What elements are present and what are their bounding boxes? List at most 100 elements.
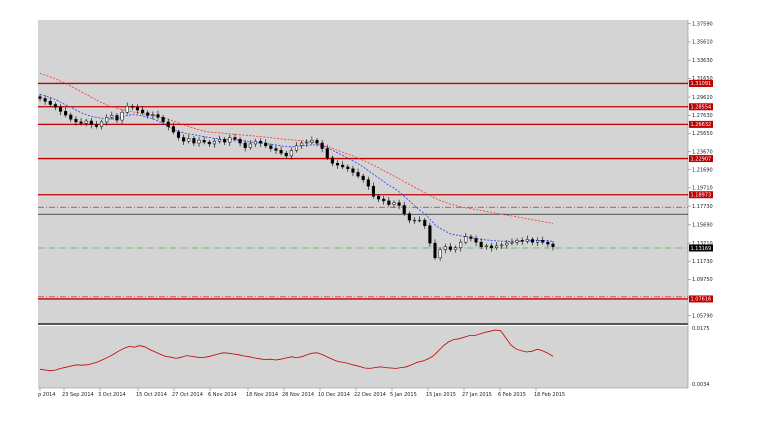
indicator-plot-area (38, 326, 688, 388)
price-tick-label: 1.17730 (692, 204, 713, 210)
level-label-bg (689, 191, 713, 199)
candle-body (238, 139, 242, 144)
candle-body (382, 198, 386, 202)
candle-body (474, 238, 478, 243)
level-label-bg (689, 103, 713, 111)
level-price-labels: 1.31091 1.28554 1.26632 1.22907 1.18973 1.076… (689, 79, 713, 303)
candle-body (351, 168, 355, 173)
candle-body (377, 196, 381, 200)
time-tick-label: 15 Jan 2015 (426, 392, 456, 398)
candle-body (233, 137, 237, 140)
candle-body (536, 240, 540, 243)
time-tick-label: 23 Sep 2014 (62, 392, 94, 398)
horizontal-levels (38, 82, 688, 300)
candle-body (479, 241, 483, 248)
candle-body (53, 104, 57, 108)
slow-moving-average (39, 72, 554, 224)
candle-body (120, 112, 124, 121)
candle-body (264, 142, 268, 147)
candle-body (330, 157, 334, 164)
candle-body (294, 145, 299, 151)
candle-body (89, 120, 93, 125)
level-label-bg (689, 155, 713, 163)
price-tick-label: 1.09750 (692, 277, 713, 283)
candle-body (489, 245, 493, 248)
level-label-bg (689, 120, 713, 128)
time-axis-labels: p 2014 23 Sep 2014 3 Oct 2014 15 Oct 2014 27… (38, 388, 565, 398)
time-tick-label: 27 Jan 2015 (462, 392, 492, 398)
price-tick-label: 1.37590 (692, 22, 713, 28)
candle-body (166, 121, 170, 127)
time-tick-label: 18 Nov 2014 (246, 392, 278, 398)
price-tick-label: 1.19710 (692, 186, 713, 192)
candle-body (58, 106, 63, 112)
candle-body (228, 137, 232, 143)
candle-body (484, 245, 488, 248)
candle-body (64, 111, 68, 116)
candle-body (418, 219, 422, 222)
price-tick-label: 1.21690 (692, 168, 713, 174)
candle-body (84, 120, 88, 124)
candle-body (300, 142, 304, 147)
candle-body (525, 239, 529, 242)
candle-body (402, 205, 406, 214)
candle-body (546, 241, 550, 245)
time-tick-label: 6 Nov 2014 (208, 392, 237, 398)
price-tick-label: 1.27630 (692, 113, 713, 119)
candle-body (325, 148, 329, 158)
candle-body (187, 138, 191, 142)
price-tick-label: 1.15690 (692, 223, 713, 229)
candle-body (443, 246, 447, 250)
time-tick-label: 3 Oct 2014 (98, 392, 126, 398)
candle-body (310, 140, 314, 143)
candle-body (505, 242, 509, 246)
current-price-label-bg (689, 244, 713, 252)
candle-body (269, 145, 273, 149)
candle-body (176, 131, 181, 138)
candle-body (464, 236, 468, 243)
candle-body (182, 137, 186, 142)
candle-body (135, 106, 140, 111)
candle-body (74, 118, 78, 123)
price-plot-area (38, 20, 688, 323)
time-tick-label: 15 Oct 2014 (136, 392, 167, 398)
level-label-bg (689, 79, 713, 87)
level-label: 1.18973 (691, 193, 712, 199)
candle-body (541, 240, 545, 243)
time-tick-label: 6 Feb 2015 (498, 392, 526, 398)
candle-body (156, 114, 160, 118)
time-tick-label: 10 Dec 2014 (318, 392, 350, 398)
price-tick-label: 1.29610 (692, 95, 713, 101)
candle-body (305, 141, 309, 144)
level-label-bg (689, 295, 713, 303)
candle-body (335, 162, 340, 166)
price-tick-label: 1.05790 (692, 314, 713, 320)
indicator-axis-ticks: 0.0175 0.0034 (692, 326, 710, 388)
level-label: 1.07616 (691, 297, 712, 303)
candle-body (438, 249, 442, 259)
candle-body (212, 140, 216, 145)
candle-body (387, 200, 391, 205)
price-tick-label: 1.35610 (692, 40, 713, 46)
current-price-label: 1.13169 (691, 246, 712, 252)
indicator-line (39, 329, 554, 372)
price-tick-label: 1.11730 (692, 259, 713, 265)
candle-body (48, 101, 52, 105)
time-tick-label: 18 Feb 2015 (534, 392, 565, 398)
candle-body (243, 142, 247, 148)
price-tick-label: 1.13710 (692, 241, 713, 247)
candle-body (259, 140, 263, 144)
candle-body (115, 115, 119, 121)
time-tick-label: 28 Nov 2014 (282, 392, 314, 398)
candle-body (248, 143, 252, 148)
candle-body (361, 175, 365, 181)
candle-body (151, 114, 155, 116)
candle-body (469, 236, 473, 239)
candle-body (495, 245, 499, 248)
price-tick-label: 1.25650 (692, 131, 713, 137)
candle-body (500, 244, 504, 247)
candle-body (530, 239, 535, 243)
indicator-tick-label: 0.0175 (692, 326, 710, 332)
level-label: 1.26632 (691, 122, 712, 128)
